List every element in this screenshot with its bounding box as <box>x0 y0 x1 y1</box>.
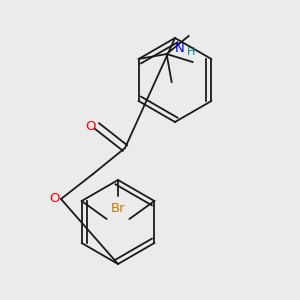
Text: O: O <box>49 193 59 206</box>
Text: N: N <box>175 41 185 55</box>
Text: Br: Br <box>111 202 125 214</box>
Text: O: O <box>85 119 95 133</box>
Text: H: H <box>187 47 195 57</box>
